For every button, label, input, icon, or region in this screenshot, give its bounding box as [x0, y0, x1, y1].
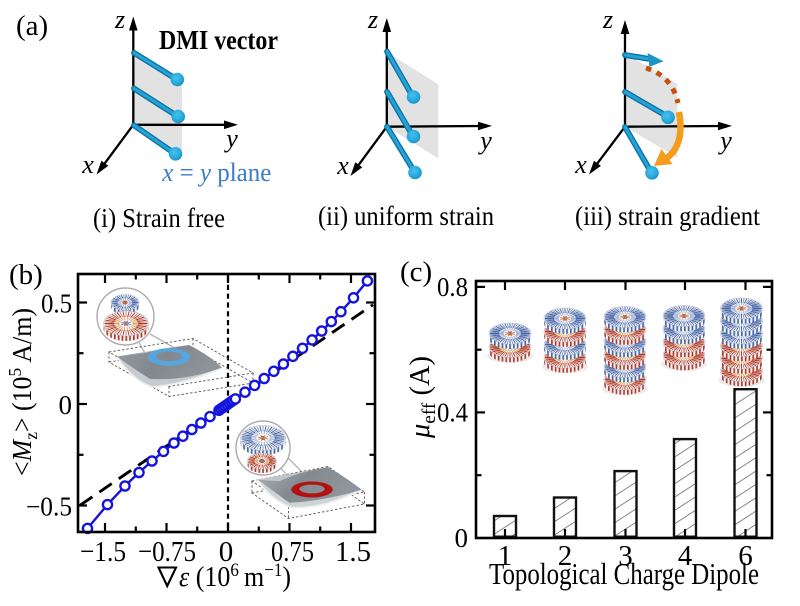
svg-text:0.75: 0.75	[271, 536, 314, 568]
svg-text:4: 4	[678, 540, 693, 572]
svg-text:0: 0	[455, 523, 469, 553]
svg-text:<Mz> (105 A/m): <Mz> (105 A/m)	[5, 308, 41, 476]
svg-text:Topological Charge Dipole: Topological Charge Dipole	[489, 556, 759, 591]
svg-text:0.4: 0.4	[437, 397, 468, 427]
svg-text:1: 1	[498, 540, 513, 572]
svg-text:x = y plane: x = y plane	[161, 158, 271, 187]
svg-text:2: 2	[558, 540, 573, 572]
svg-text:3: 3	[618, 540, 633, 572]
svg-text:(iii) strain gradient: (iii) strain gradient	[575, 201, 760, 231]
svg-text:6: 6	[738, 540, 753, 572]
svg-text:DMI vector: DMI vector	[159, 25, 278, 55]
svg-text:z: z	[114, 5, 125, 34]
svg-text:μeff (A): μeff (A)	[405, 356, 440, 439]
svg-text:0.5: 0.5	[41, 289, 72, 319]
svg-text:1.5: 1.5	[335, 536, 371, 568]
svg-text:−0.5: −0.5	[26, 492, 72, 522]
svg-text:(ii) uniform strain: (ii) uniform strain	[318, 201, 494, 231]
svg-text:y: y	[223, 124, 238, 153]
svg-text:(b): (b)	[9, 259, 43, 291]
svg-text:0: 0	[219, 536, 234, 568]
svg-text:z: z	[602, 5, 613, 34]
svg-text:0: 0	[59, 390, 73, 420]
svg-text:−0.75: −0.75	[138, 536, 196, 568]
svg-text:z: z	[367, 5, 378, 34]
svg-text:0.8: 0.8	[437, 272, 468, 302]
svg-text:x: x	[81, 150, 94, 179]
svg-text:x: x	[574, 150, 587, 179]
svg-text:(a): (a)	[16, 10, 48, 42]
svg-text:−1.5: −1.5	[80, 536, 126, 568]
svg-text:y: y	[477, 126, 492, 155]
svg-text:x: x	[336, 151, 349, 180]
svg-text:(i) Strain free: (i) Strain free	[93, 203, 225, 233]
svg-text:(c): (c)	[400, 256, 432, 288]
svg-text:y: y	[717, 126, 732, 155]
